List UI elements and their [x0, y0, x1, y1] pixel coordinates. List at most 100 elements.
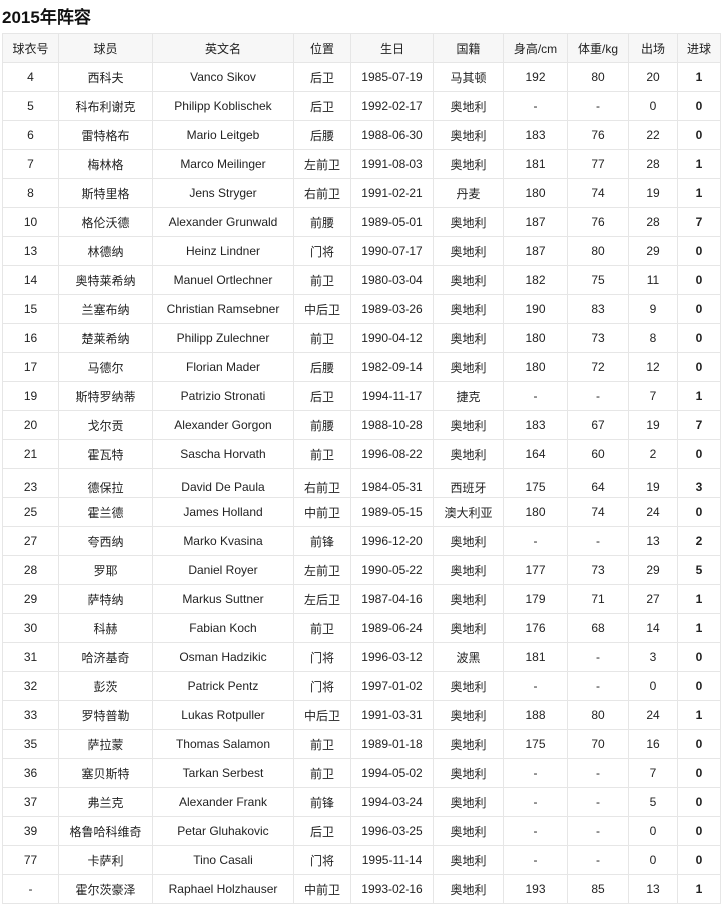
- cell-nationality: 奥地利: [433, 584, 504, 614]
- cell-english-name: Manuel Ortlechner: [152, 265, 294, 295]
- table-header-row: 球衣号 球员 英文名 位置 生日 国籍 身高/cm 体重/kg 出场 进球: [2, 33, 721, 63]
- cell-player: 霍兰德: [58, 497, 153, 527]
- cell-number: 7: [2, 149, 59, 179]
- cell-nationality: 奥地利: [433, 410, 504, 440]
- cell-weight: -: [567, 671, 629, 701]
- cell-goals: 0: [677, 120, 721, 150]
- table-row: 29 萨特纳 Markus Suttner 左后卫 1987-04-16 奥地利 179 71…: [2, 584, 721, 614]
- cell-birthday: 1995-11-14: [350, 845, 434, 875]
- cell-player: 斯特里格: [58, 178, 153, 208]
- cell-player: 马德尔: [58, 352, 153, 382]
- cell-player: 奥特莱希纳: [58, 265, 153, 295]
- cell-number: 32: [2, 671, 59, 701]
- cell-position: 中前卫: [293, 497, 351, 527]
- cell-height: 164: [503, 439, 568, 469]
- cell-english-name: Alexander Grunwald: [152, 207, 294, 237]
- cell-position: 前锋: [293, 787, 351, 817]
- cell-number: 14: [2, 265, 59, 295]
- cell-position: 前卫: [293, 613, 351, 643]
- cell-goals: 5: [677, 555, 721, 585]
- header-height: 身高/cm: [503, 33, 568, 63]
- cell-position: 前腰: [293, 410, 351, 440]
- cell-weight: 76: [567, 120, 629, 150]
- cell-player: 卡萨利: [58, 845, 153, 875]
- cell-player: 林德纳: [58, 236, 153, 266]
- cell-position: 前卫: [293, 439, 351, 469]
- cell-number: 17: [2, 352, 59, 382]
- cell-birthday: 1989-05-01: [350, 207, 434, 237]
- cell-weight: -: [567, 787, 629, 817]
- table-row: 37 弗兰克 Alexander Frank 前锋 1994-03-24 奥地利 - -5 0: [2, 787, 721, 817]
- cell-text: 19: [646, 480, 660, 494]
- cell-english-name: Sascha Horvath: [152, 439, 294, 469]
- cell-weight: 75: [567, 265, 629, 295]
- cell-weight: 67: [567, 410, 629, 440]
- cell-position: 前锋: [293, 526, 351, 556]
- cell-weight: 83: [567, 294, 629, 324]
- page-title: 2015年阵容: [2, 8, 91, 27]
- table-row: 77 卡萨利 Tino Casali 门将 1995-11-14 奥地利 - -0 0: [2, 845, 721, 875]
- cell-birthday: 1990-04-12: [350, 323, 434, 353]
- cell-position: 前卫: [293, 323, 351, 353]
- cell-english-name: James Holland: [152, 497, 294, 527]
- cell-height: 180: [503, 323, 568, 353]
- cell-goals: 0: [677, 671, 721, 701]
- cell-height: 187: [503, 207, 568, 237]
- cell-weight: 80: [567, 236, 629, 266]
- table-row: 20 戈尔贡 Alexander Gorgon 前腰 1988-10-28 奥地利 183 6…: [2, 410, 721, 440]
- cell-birthday: 1989-03-26: [350, 294, 434, 324]
- cell-nationality: 奥地利: [433, 526, 504, 556]
- cell-height: -: [503, 787, 568, 817]
- table-row: 10 格伦沃德 Alexander Grunwald 前腰 1989-05-01 奥地利 1…: [2, 207, 721, 237]
- header-player: 球员: [58, 33, 153, 63]
- cell-nationality: 奥地利: [433, 207, 504, 237]
- cell-weight: 76: [567, 207, 629, 237]
- cell-appearances: 3: [628, 642, 678, 672]
- cell-appearances: 13: [628, 874, 678, 904]
- cell-appearances: 12: [628, 352, 678, 382]
- table-row: 14 奥特莱希纳 Manuel Ortlechner 前卫 1980-03-04 奥地利 1…: [2, 265, 721, 295]
- cell-position: 后腰: [293, 120, 351, 150]
- cell-goals: 0: [677, 497, 721, 527]
- cell-number: 23: [2, 468, 59, 498]
- cell-nationality: 奥地利: [433, 613, 504, 643]
- cell-english-name: Patrick Pentz: [152, 671, 294, 701]
- cell-weight: -: [567, 642, 629, 672]
- cell-english-name: Raphael Holzhauser: [152, 874, 294, 904]
- cell-weight: 71: [567, 584, 629, 614]
- cell-birthday: 1994-11-17: [350, 381, 434, 411]
- cell-position: 后卫: [293, 62, 351, 92]
- cell-english-name: Mario Leitgeb: [152, 120, 294, 150]
- cell-english-name: Philipp Zulechner: [152, 323, 294, 353]
- cell-english-name: Osman Hadzikic: [152, 642, 294, 672]
- cell-nationality: 奥地利: [433, 439, 504, 469]
- cell-position: 右前卫: [293, 468, 351, 498]
- cell-english-name: Patrizio Stronati: [152, 381, 294, 411]
- cell-position: 中前卫: [293, 874, 351, 904]
- cell-player: 科布利谢克: [58, 91, 153, 121]
- header-number: 球衣号: [2, 33, 59, 63]
- cell-appearances: 20: [628, 62, 678, 92]
- cell-player: 戈尔贡: [58, 410, 153, 440]
- cell-weight: 60: [567, 439, 629, 469]
- cell-nationality: 丹麦: [433, 178, 504, 208]
- cell-goals: 7: [677, 207, 721, 237]
- table-row: 31 哈济基奇 Osman Hadzikic 门将 1996-03-12 波黑 181-3 0: [2, 642, 721, 672]
- cell-position: 前卫: [293, 729, 351, 759]
- cell-appearances: 14: [628, 613, 678, 643]
- squad-table: 球衣号 球员 英文名 位置 生日 国籍 身高/cm 体重/kg 出场 进球 4 西科夫 Vanco S…: [2, 33, 721, 904]
- table-row: 27 夸西纳 Marko Kvasina 前锋 1996-12-20 奥地利 - -13 2: [2, 526, 721, 556]
- table-row: 28 罗耶 Daniel Royer 左前卫 1990-05-22 奥地利 177 73 29 5: [2, 555, 721, 585]
- table-row: 15 兰塞布纳 Christian Ramsebner 中后卫 1989-03-26 奥地…: [2, 294, 721, 324]
- cell-number: -: [2, 874, 59, 904]
- cell-birthday: 1985-07-19: [350, 62, 434, 92]
- cell-position: 右前卫: [293, 178, 351, 208]
- cell-position: 后卫: [293, 91, 351, 121]
- cell-english-name: Daniel Royer: [152, 555, 294, 585]
- cell-number: 37: [2, 787, 59, 817]
- cell-birthday: 1989-06-24: [350, 613, 434, 643]
- cell-position: 后卫: [293, 381, 351, 411]
- cell-birthday: 1991-08-03: [350, 149, 434, 179]
- cell-height: -: [503, 381, 568, 411]
- cell-height: 175: [503, 729, 568, 759]
